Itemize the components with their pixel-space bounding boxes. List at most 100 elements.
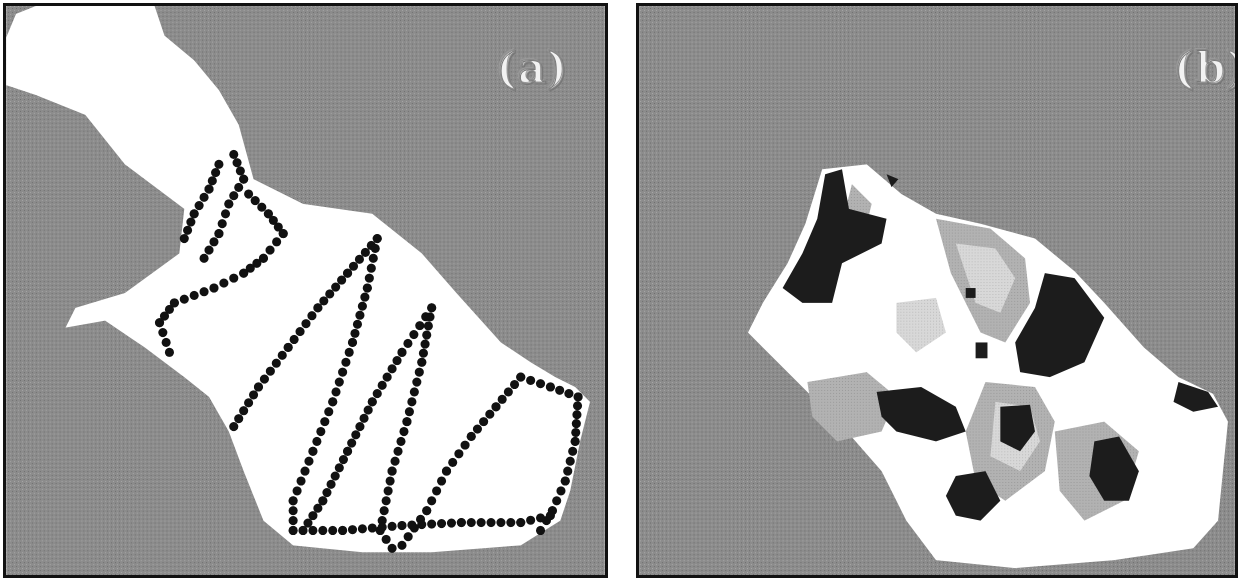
sample-point <box>359 413 369 423</box>
sample-point <box>466 518 476 528</box>
sample-point <box>283 342 293 352</box>
sample-point <box>568 446 578 456</box>
sample-point <box>497 394 507 404</box>
sample-point <box>427 519 437 529</box>
sample-point <box>158 328 168 338</box>
sample-point <box>199 287 209 297</box>
sample-point <box>183 225 193 235</box>
sample-point <box>338 454 348 465</box>
sample-points-group <box>154 149 583 553</box>
sample-point <box>368 253 378 263</box>
sample-point <box>446 518 457 528</box>
sample-point <box>343 268 353 278</box>
sample-point <box>476 518 486 528</box>
sample-point <box>423 321 433 331</box>
sample-point <box>383 486 393 496</box>
sample-point <box>535 525 546 536</box>
sample-point <box>437 476 447 486</box>
sample-point <box>372 233 382 244</box>
sample-point <box>350 328 360 338</box>
sample-point <box>425 312 435 322</box>
sample-point <box>308 525 318 536</box>
sample-point <box>257 202 267 212</box>
sample-point <box>209 237 219 247</box>
sampling-map-svg: (a) <box>6 6 605 575</box>
sample-point <box>377 522 387 532</box>
sample-point <box>399 426 409 437</box>
sample-point <box>448 457 458 467</box>
sample-point <box>326 479 336 489</box>
sample-point <box>161 337 171 348</box>
sample-point <box>288 525 298 536</box>
sample-point <box>381 496 391 506</box>
sample-point <box>204 184 214 194</box>
sample-point <box>417 519 427 530</box>
sample-point <box>456 518 466 528</box>
sample-point <box>239 268 249 278</box>
sample-point <box>516 372 526 382</box>
sample-point <box>357 524 367 534</box>
sample-point <box>301 319 311 329</box>
sample-point <box>354 254 364 264</box>
sample-point <box>229 149 239 159</box>
sample-point <box>509 379 520 390</box>
sample-point <box>325 289 335 299</box>
sample-point <box>351 430 361 440</box>
sample-point <box>390 456 400 466</box>
sample-point <box>466 431 476 442</box>
sample-point <box>377 516 387 526</box>
sample-point <box>370 243 380 253</box>
sample-point <box>207 176 217 186</box>
sample-point <box>347 337 358 348</box>
sample-point <box>322 487 332 498</box>
sample-point <box>364 273 374 283</box>
sample-point <box>385 476 395 486</box>
sample-point <box>496 518 506 528</box>
sample-point <box>503 387 513 397</box>
sample-point <box>415 321 425 331</box>
sample-point <box>387 543 397 553</box>
sample-point <box>412 377 422 387</box>
sample-point <box>403 532 413 542</box>
sample-point <box>265 366 275 376</box>
sample-point <box>491 402 501 412</box>
sample-point <box>292 486 302 496</box>
sample-point <box>307 311 317 321</box>
sample-point <box>427 496 437 506</box>
sample-point <box>363 405 373 415</box>
sample-point <box>506 518 516 528</box>
sample-point <box>441 466 452 476</box>
sample-point <box>355 310 365 320</box>
sample-point <box>355 422 365 432</box>
sample-point <box>334 463 344 473</box>
sample-point <box>545 382 555 392</box>
sample-point <box>295 327 305 337</box>
sample-point <box>535 379 546 389</box>
sample-point <box>234 182 244 192</box>
sample-point <box>244 398 254 408</box>
sample-point <box>485 409 495 419</box>
sample-point <box>479 417 489 427</box>
sample-point <box>454 449 464 459</box>
sample-point <box>320 417 330 427</box>
sample-point <box>414 367 424 377</box>
sample-point <box>571 427 581 438</box>
sample-point <box>186 217 196 227</box>
sample-point <box>347 525 358 535</box>
sample-point <box>278 229 288 239</box>
sample-point <box>382 372 392 382</box>
sample-point <box>572 410 582 420</box>
sample-point <box>232 158 242 168</box>
sample-point <box>214 159 224 169</box>
sample-point <box>357 301 367 311</box>
sample-point <box>422 506 432 516</box>
sample-point <box>245 263 255 273</box>
sample-point <box>377 380 387 390</box>
sample-point <box>331 387 341 397</box>
sample-point <box>229 422 239 432</box>
sample-point <box>420 339 430 349</box>
panel-a-sampling-map: (a) <box>3 3 608 578</box>
sample-point <box>397 520 407 531</box>
sample-point <box>211 168 221 178</box>
sample-point <box>209 283 219 293</box>
